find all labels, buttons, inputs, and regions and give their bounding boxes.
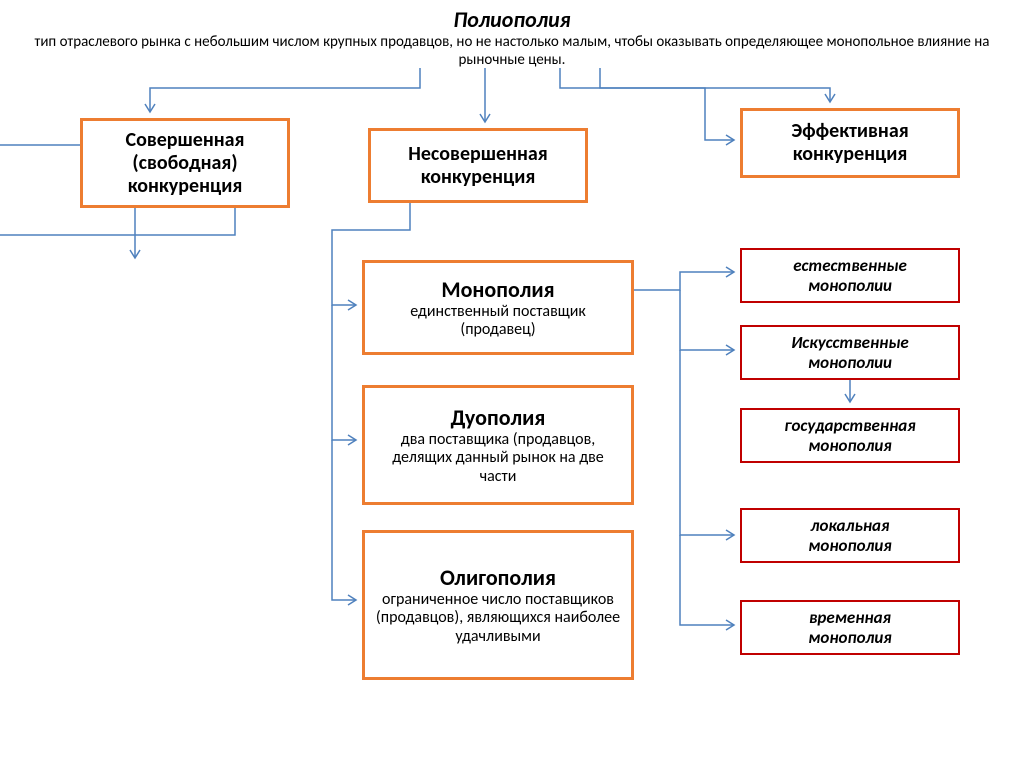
line: конкуренция — [793, 143, 908, 166]
line: временная — [809, 608, 891, 628]
monopoly-title: Монополия — [441, 276, 554, 303]
state-monopoly-box: государственная монополия — [740, 408, 960, 463]
oligopoly-title: Олигополия — [440, 564, 556, 591]
line: Совершенная — [125, 129, 244, 152]
imperfect-competition-box: Несовершенная конкуренция — [368, 128, 588, 203]
artificial-monopoly-box: Искусственные монополии — [740, 325, 960, 380]
line: естественные — [793, 256, 907, 276]
line: конкуренция — [128, 175, 243, 198]
natural-monopoly-box: естественные монополии — [740, 248, 960, 303]
line: (свободная) — [132, 152, 237, 175]
temporary-monopoly-box: временная монополия — [740, 600, 960, 655]
monopoly-box: Монополия единственный поставщик (продав… — [362, 260, 634, 355]
line: государственная — [784, 416, 915, 436]
local-monopoly-box: локальная монополия — [740, 508, 960, 563]
duopoly-box: Дуополия два поставщика (продавцов, деля… — [362, 385, 634, 505]
duopoly-title: Дуополия — [451, 404, 546, 431]
line: монополии — [808, 276, 892, 296]
effective-competition-box: Эффективная конкуренция — [740, 108, 960, 178]
perfect-competition-box: Совершенная (свободная) конкуренция — [80, 118, 290, 208]
poliopoly-desc: тип отраслевого рынка с небольшим числом… — [8, 33, 1016, 69]
line: конкуренция — [421, 166, 536, 189]
line: локальная — [811, 516, 890, 536]
oligopoly-box: Олигополия ограниченное число поставщико… — [362, 530, 634, 680]
monopoly-desc: единственный поставщик (продавец) — [373, 303, 623, 340]
line: Несовершенная — [408, 143, 547, 166]
oligopoly-desc: ограниченное число поставщиков (продавцо… — [373, 591, 623, 646]
line: монополия — [808, 536, 892, 556]
line: монополии — [808, 353, 892, 373]
line: Эффективная — [791, 120, 908, 143]
poliopoly-title: Полиополия — [453, 6, 570, 33]
line: монополия — [808, 628, 892, 648]
poliopoly-box: Полиополия тип отраслевого рынка с небол… — [0, 0, 1024, 75]
line: Искусственные — [791, 333, 909, 353]
duopoly-desc: два поставщика (продавцов, делящих данны… — [373, 431, 623, 486]
line: монополия — [808, 436, 892, 456]
